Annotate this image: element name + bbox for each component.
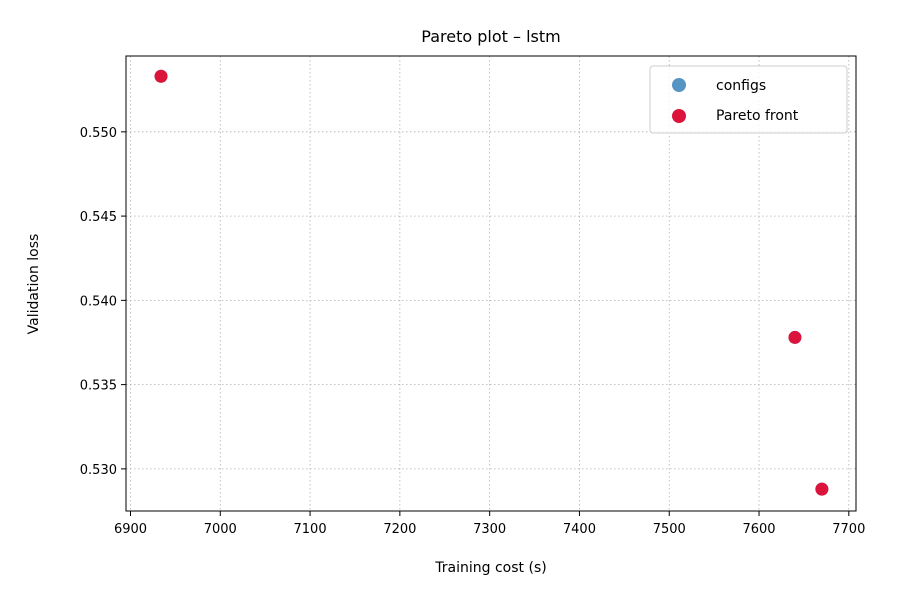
axis-ticks: 6900 7000 7100 7200 7300 7400 7500 7600 7700 0.53…	[80, 126, 866, 537]
data-points	[154, 69, 829, 496]
x-tick-label: 7300	[473, 522, 506, 537]
x-tick-label: 7100	[294, 522, 327, 537]
y-tick-label: 0.545	[80, 210, 117, 225]
plot-frame	[125, 55, 857, 512]
pareto-front-point	[815, 482, 829, 496]
pareto-front-point	[788, 330, 802, 344]
chart-title: Pareto plot – lstm	[421, 27, 560, 46]
legend-box	[649, 65, 848, 134]
legend-label-configs: configs	[716, 78, 766, 94]
x-tick-label: 7200	[383, 522, 416, 537]
x-tick-label: 7500	[653, 522, 686, 537]
legend-marker-configs	[672, 78, 686, 92]
x-axis-label: Training cost (s)	[434, 560, 546, 576]
legend: configs Pareto front	[649, 65, 848, 134]
x-tick-label: 7000	[204, 522, 237, 537]
y-tick-label: 0.550	[80, 126, 117, 141]
y-axis-label: Validation loss	[26, 234, 42, 335]
x-tick-label: 7700	[832, 522, 865, 537]
x-tick-label: 7400	[563, 522, 596, 537]
legend-label-pareto-front: Pareto front	[716, 108, 799, 124]
y-tick-label: 0.540	[80, 294, 117, 309]
legend-marker-pareto-front	[672, 109, 686, 123]
x-tick-label: 6900	[114, 522, 147, 537]
x-tick-label: 7600	[742, 522, 775, 537]
pareto-front-point	[154, 69, 168, 83]
y-tick-label: 0.535	[80, 379, 117, 394]
y-tick-label: 0.530	[80, 463, 117, 478]
